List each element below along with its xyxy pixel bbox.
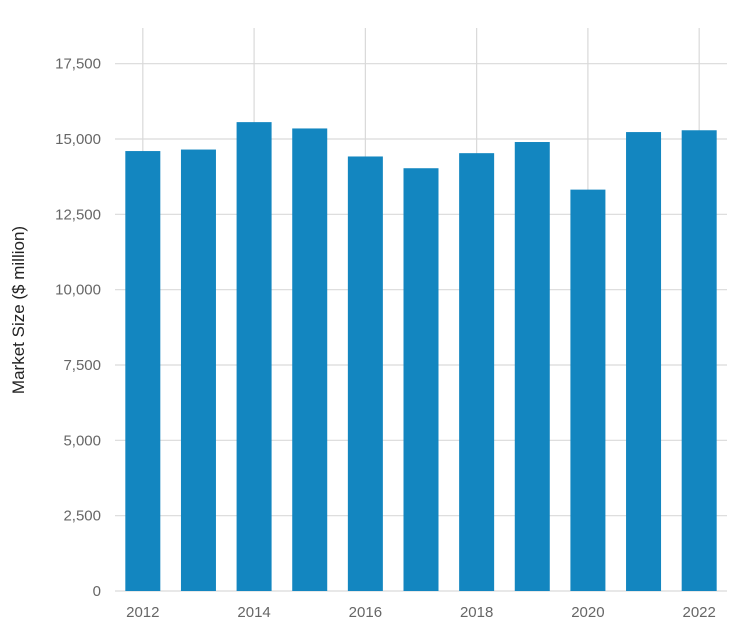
x-tick-label: 2014 [237, 604, 270, 621]
bar-2019 [514, 142, 550, 591]
bar-2014 [236, 122, 272, 591]
y-tick-label: 17,500 [55, 56, 101, 73]
y-tick-label: 2,500 [63, 508, 101, 525]
bar-2013 [180, 149, 216, 591]
bar-2020 [570, 189, 606, 591]
x-tick-label: 2018 [460, 604, 493, 621]
y-tick-label: 7,500 [63, 357, 101, 374]
y-tick-label: 12,500 [55, 206, 101, 223]
y-tick-label: 10,000 [55, 282, 101, 299]
bar-2015 [292, 128, 328, 591]
y-tick-label: 5,000 [63, 432, 101, 449]
bar-2016 [347, 156, 383, 591]
bars [125, 122, 717, 592]
x-tick-label: 2020 [571, 604, 604, 621]
bar-2018 [459, 153, 495, 592]
y-tick-label: 15,000 [55, 131, 101, 148]
x-axis-ticks: 2012 2014 2016 2018 2020 2022 [126, 604, 716, 621]
bar-2022 [681, 130, 717, 591]
bar-2021 [626, 132, 662, 591]
bar-2012 [125, 151, 161, 591]
x-tick-label: 2012 [126, 604, 159, 621]
y-tick-label: 0 [93, 583, 101, 600]
x-tick-label: 2022 [682, 604, 715, 621]
x-tick-label: 2016 [349, 604, 382, 621]
bar-2017 [403, 168, 439, 591]
y-axis-ticks: 0 2,500 5,000 7,500 10,000 12,500 15,000 17,500 [55, 56, 101, 600]
